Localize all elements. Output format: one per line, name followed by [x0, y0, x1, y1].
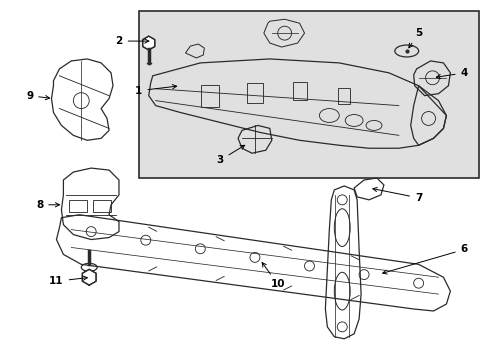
Bar	[292, 82, 306, 100]
Text: 4: 4	[435, 68, 467, 78]
Text: 2: 2	[115, 36, 148, 46]
Text: 9: 9	[26, 91, 50, 101]
Bar	[69, 200, 87, 212]
Text: 6: 6	[382, 244, 467, 274]
Polygon shape	[142, 36, 154, 50]
Text: 10: 10	[262, 262, 285, 289]
Polygon shape	[82, 269, 96, 285]
Text: 3: 3	[216, 145, 244, 165]
Text: 11: 11	[49, 276, 87, 286]
Text: 7: 7	[372, 188, 422, 203]
Bar	[201, 85, 219, 107]
Bar	[338, 88, 349, 104]
Text: 5: 5	[408, 28, 422, 48]
Bar	[139, 11, 478, 178]
Bar	[93, 200, 111, 212]
Bar	[246, 83, 263, 103]
Text: 1: 1	[135, 85, 176, 96]
Text: 8: 8	[36, 200, 60, 210]
